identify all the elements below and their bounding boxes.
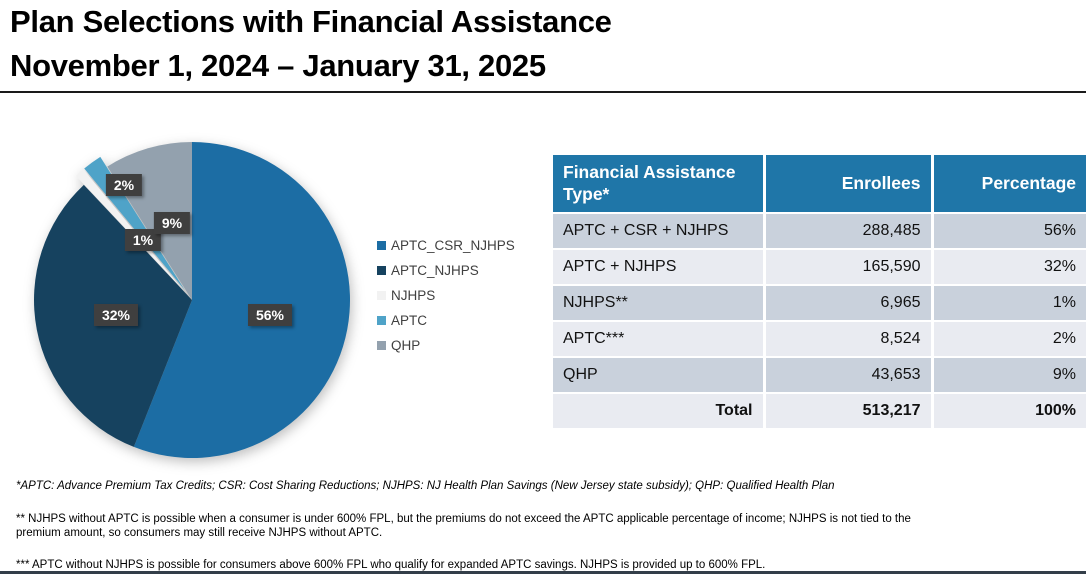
cell-percentage: 2%	[932, 321, 1086, 358]
cell-enrollees: 43,653	[764, 357, 934, 394]
legend-label: APTC	[391, 313, 428, 328]
table-row: APTC + NJHPS 165,590 32%	[553, 249, 1086, 286]
column-header-percentage: Percentage	[932, 155, 1086, 214]
pie-label-aptc-csr-njhps: 56%	[247, 304, 293, 326]
footnote-aptc: *** APTC without NJHPS is possible for c…	[16, 558, 766, 571]
table-row: APTC + CSR + NJHPS 288,485 56%	[553, 213, 1086, 250]
cell-total-percentage: 100%	[932, 393, 1086, 430]
legend-item: APTC_NJHPS	[377, 263, 515, 278]
cell-total-label: Total	[553, 393, 766, 430]
legend-label: APTC_CSR_NJHPS	[391, 238, 515, 253]
table-total-row: Total 513,217 100%	[553, 393, 1086, 430]
cell-percentage: 1%	[932, 285, 1086, 322]
table-row: QHP 43,653 9%	[553, 357, 1086, 394]
title-line-2: November 1, 2024 – January 31, 2025	[10, 48, 546, 83]
table-row: NJHPS** 6,965 1%	[553, 285, 1086, 322]
cell-type: QHP	[553, 357, 766, 394]
column-header-enrollees: Enrollees	[764, 155, 934, 214]
legend-swatch-icon	[377, 316, 386, 325]
cell-enrollees: 165,590	[764, 249, 934, 286]
page-title: Plan Selections with Financial Assistanc…	[10, 0, 1070, 88]
pie-label-njhps: 1%	[124, 229, 162, 251]
legend-item: APTC_CSR_NJHPS	[377, 238, 515, 253]
legend-swatch-icon	[377, 291, 386, 300]
table-row: APTC*** 8,524 2%	[553, 321, 1086, 358]
cell-type: NJHPS**	[553, 285, 766, 322]
pie-label-aptc-njhps: 32%	[93, 304, 139, 326]
cell-enrollees: 6,965	[764, 285, 934, 322]
column-header-type: Financial Assistance Type*	[553, 155, 766, 214]
legend-label: NJHPS	[391, 288, 436, 303]
cell-enrollees: 288,485	[764, 213, 934, 250]
pie-label-aptc: 2%	[105, 174, 143, 196]
legend-label: QHP	[391, 338, 421, 353]
legend-item: QHP	[377, 338, 515, 353]
legend-swatch-icon	[377, 266, 386, 275]
cell-percentage: 56%	[932, 213, 1086, 250]
legend-swatch-icon	[377, 241, 386, 250]
footnote-definitions: *APTC: Advance Premium Tax Credits; CSR:…	[16, 480, 835, 492]
cell-total-enrollees: 513,217	[764, 393, 934, 430]
bottom-divider-bar	[0, 571, 1086, 574]
cell-percentage: 32%	[932, 249, 1086, 286]
legend-item: NJHPS	[377, 288, 515, 303]
enrollment-table: Financial Assistance Type* Enrollees Per…	[553, 155, 1086, 430]
cell-type: APTC***	[553, 321, 766, 358]
pie-slice-APTC_CSR_NJHPS	[133, 142, 350, 458]
cell-type: APTC + NJHPS	[553, 249, 766, 286]
cell-type: APTC + CSR + NJHPS	[553, 213, 766, 250]
footnote-njhps: ** NJHPS without APTC is possible when a…	[16, 512, 911, 540]
chart-legend: APTC_CSR_NJHPS APTC_NJHPS NJHPS APTC QHP	[377, 238, 515, 363]
legend-swatch-icon	[377, 341, 386, 350]
cell-enrollees: 8,524	[764, 321, 934, 358]
legend-label: APTC_NJHPS	[391, 263, 479, 278]
title-underline	[0, 91, 1086, 93]
cell-percentage: 9%	[932, 357, 1086, 394]
table-header-row: Financial Assistance Type* Enrollees Per…	[553, 155, 1086, 214]
title-line-1: Plan Selections with Financial Assistanc…	[10, 4, 612, 39]
footnotes: *APTC: Advance Premium Tax Credits; CSR:…	[16, 479, 1072, 576]
pie-label-qhp: 9%	[153, 212, 191, 234]
legend-item: APTC	[377, 313, 515, 328]
